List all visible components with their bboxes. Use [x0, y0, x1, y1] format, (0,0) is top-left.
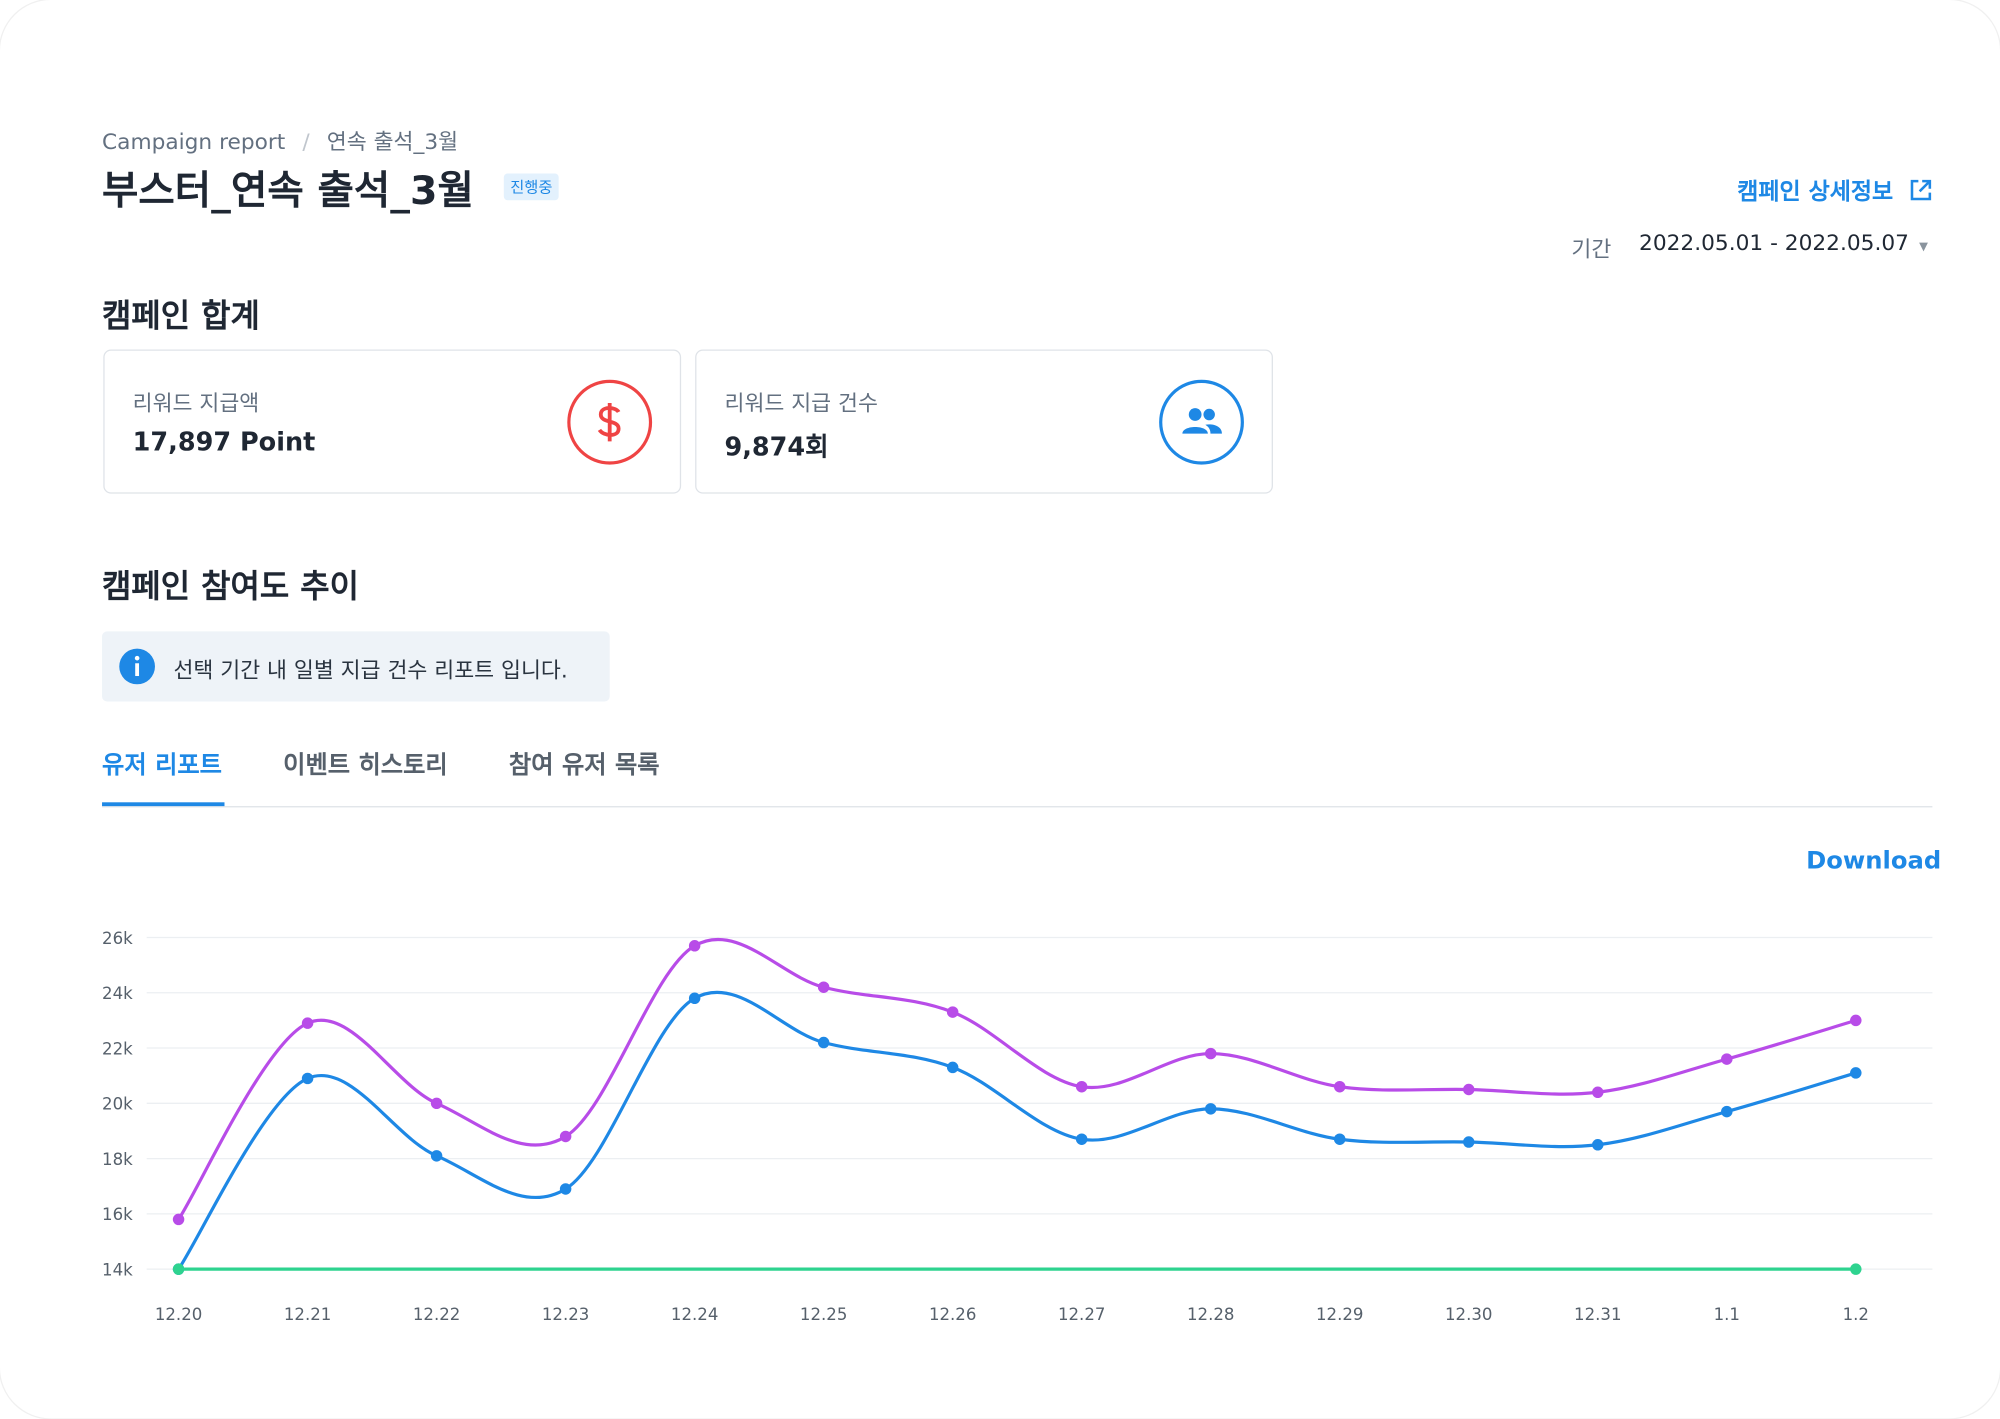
dollar-icon	[567, 379, 653, 465]
card-value: 9,874회	[724, 431, 829, 462]
status-badge: 진행중	[503, 173, 559, 201]
summary-card: 리워드 지급 건수 9,874회	[695, 349, 1273, 494]
tab-underline	[102, 802, 225, 807]
period-label: 기간	[1571, 237, 1612, 263]
y-tick-label: 20k	[102, 1095, 133, 1114]
tab-active[interactable]: 유저 리포트	[102, 751, 222, 780]
data-point	[1463, 1136, 1475, 1148]
y-tick-label: 26k	[102, 929, 133, 948]
info-icon	[119, 648, 155, 685]
x-tick-label: 12.30	[1445, 1305, 1492, 1324]
data-point	[301, 1017, 314, 1029]
tab[interactable]: 참여 유저 목록	[508, 751, 660, 780]
x-tick-label: 12.21	[284, 1305, 331, 1324]
x-tick-label: 12.23	[542, 1305, 589, 1324]
data-point	[1592, 1139, 1604, 1151]
data-point	[688, 992, 701, 1005]
breadcrumb-item: 연속 출석_3월	[326, 130, 459, 156]
data-point	[688, 940, 701, 952]
x-tick-label: 12.28	[1187, 1305, 1234, 1324]
users-icon	[1159, 379, 1244, 465]
series-line	[177, 990, 1857, 1271]
y-tick-label: 14k	[102, 1261, 133, 1280]
summary-card: 리워드 지급액 17,897 Point	[103, 349, 682, 494]
card-value: 17,897 Point	[132, 426, 316, 457]
data-point	[559, 1130, 572, 1143]
caret: ▼	[1919, 241, 1928, 254]
data-point	[1850, 1014, 1862, 1027]
data-point	[817, 1036, 830, 1049]
data-point	[1721, 1053, 1733, 1065]
external-icon	[1911, 179, 1932, 201]
data-point	[172, 1213, 185, 1226]
section-title: 캠페인 합계	[102, 297, 260, 335]
tab[interactable]: 이벤트 히스토리	[283, 751, 448, 780]
y-tick-label: 16k	[102, 1205, 133, 1224]
x-tick-label: 12.27	[1058, 1305, 1105, 1324]
info-box: 선택 기간 내 일별 지급 건수 리포트 입니다.	[102, 631, 610, 702]
data-point	[1075, 1133, 1088, 1145]
data-point	[1850, 1263, 1862, 1275]
section-title: 캠페인 참여도 추이	[102, 567, 359, 605]
data-point	[1721, 1105, 1733, 1118]
info-text: 선택 기간 내 일별 지급 건수 리포트 입니다.	[173, 658, 568, 684]
x-tick-label: 12.26	[929, 1305, 976, 1324]
page-title: 부스터_연속 출석_3월	[102, 168, 474, 215]
breadcrumb-item[interactable]: Campaign report	[102, 130, 286, 156]
data-point	[1204, 1047, 1217, 1060]
data-point	[946, 1006, 959, 1018]
x-tick-label: 1.1	[1714, 1305, 1740, 1324]
download-button[interactable]: Download	[1806, 846, 1942, 875]
data-point	[817, 981, 830, 993]
data-point	[172, 1263, 185, 1275]
breadcrumb: Campaign report / 연속 출석_3월	[102, 124, 458, 156]
data-point	[430, 1097, 443, 1110]
x-tick-label: 12.31	[1574, 1305, 1621, 1324]
data-point	[1333, 1133, 1346, 1145]
data-point	[430, 1150, 443, 1162]
data-point	[1850, 1067, 1862, 1079]
data-point	[1592, 1086, 1604, 1099]
card-label: 리워드 지급 건수	[724, 391, 878, 418]
data-point	[1333, 1080, 1346, 1093]
data-point	[301, 1072, 314, 1085]
x-tick-label: 1.2	[1843, 1305, 1869, 1324]
y-tick-label: 22k	[102, 1039, 133, 1058]
link-text[interactable]: 캠페인 상세정보	[1737, 178, 1894, 206]
detail-link[interactable]: 캠페인 상세정보	[1737, 173, 1934, 206]
card-label: 리워드 지급액	[132, 391, 260, 418]
y-tick-label: 24k	[102, 984, 133, 1003]
x-tick-label: 12.20	[155, 1305, 202, 1324]
data-point	[559, 1183, 572, 1195]
x-tick-label: 12.22	[413, 1305, 460, 1324]
x-tick-label: 12.24	[671, 1305, 718, 1324]
x-tick-label: 12.29	[1316, 1305, 1363, 1324]
data-point	[1204, 1103, 1217, 1115]
data-point	[1463, 1083, 1475, 1096]
period-value[interactable]: 2022.05.01 - 2022.05.07	[1639, 230, 1909, 257]
tab-divider	[102, 806, 1933, 808]
data-point	[946, 1061, 959, 1074]
y-tick-label: 18k	[102, 1150, 133, 1169]
period-select[interactable]: 2022.05.01 - 2022.05.07 ▼	[1639, 231, 1928, 257]
series-line	[177, 937, 1857, 1221]
data-point	[1075, 1080, 1088, 1093]
x-tick-label: 12.25	[800, 1305, 847, 1324]
separator: /	[302, 130, 310, 156]
